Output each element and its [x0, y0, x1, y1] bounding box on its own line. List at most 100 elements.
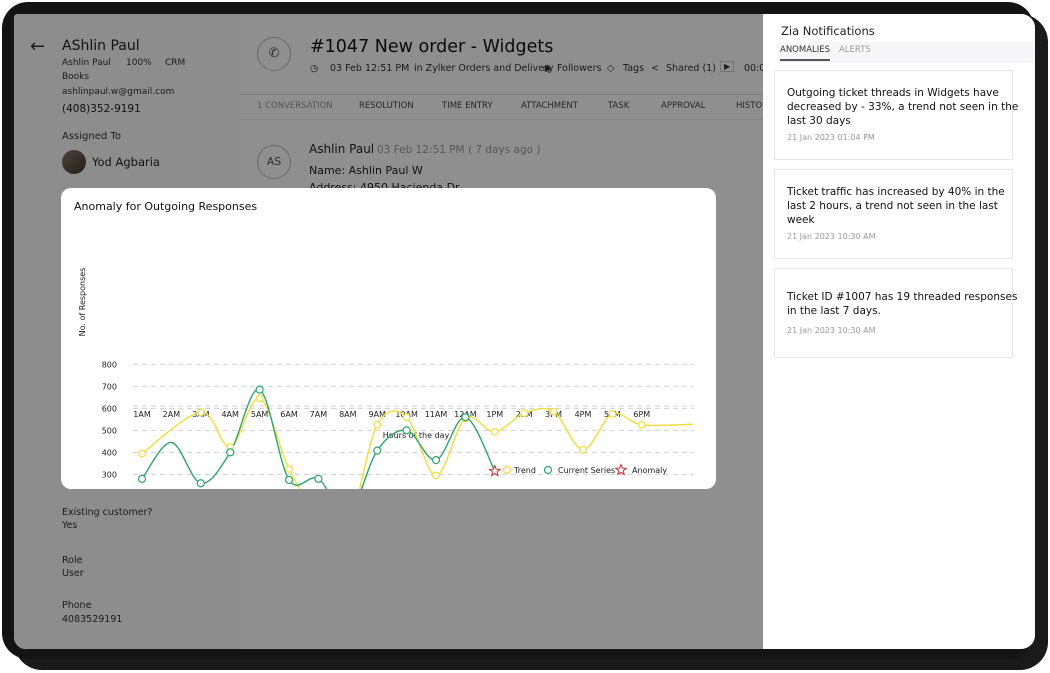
modal-title: Anomaly for Outgoing Responses [74, 200, 258, 213]
anomaly-star-marker [488, 464, 502, 477]
y-tick-label: 500 [102, 426, 117, 435]
x-tick-label: 1AM [133, 410, 151, 419]
notification-text: Ticket traffic has increased by 40% in t… [787, 186, 1005, 226]
x-tick-label: 5AM [251, 410, 269, 419]
trend-point [196, 408, 205, 417]
contact-phone[interactable]: (408)352-9191 [62, 103, 141, 115]
clock-icon: ◷ [310, 63, 319, 74]
trend-point [285, 465, 293, 473]
field-label: Phone [62, 600, 92, 611]
x-tick-label: 6AM [280, 410, 298, 419]
sender-avatar: AS [257, 145, 291, 179]
notification-date: 21 Jan 2023 10:30 AM [787, 232, 876, 241]
legend-anomaly-marker [614, 463, 628, 476]
play-icon[interactable]: ▶ [720, 61, 735, 72]
tab-conversation[interactable]: 1 CONVERSATION [257, 101, 333, 111]
y-tick-label: 700 [102, 382, 117, 391]
current-series-point [255, 385, 264, 394]
x-tick-label: 9AM [368, 410, 386, 419]
legend-trend-label: Trend [513, 466, 536, 475]
contact-name: AShlin Paul [62, 38, 140, 54]
notification-card[interactable] [774, 169, 1013, 259]
notification-text: Ticket ID #1007 has 19 threaded response… [787, 291, 1018, 317]
trend-point [579, 445, 587, 454]
assigned-to-label: Assigned To [62, 131, 121, 142]
trend-point [637, 420, 646, 429]
field-value: User [62, 568, 84, 579]
current-series-point [402, 426, 411, 435]
x-tick-label: 6PM [633, 410, 650, 419]
contact-meta-score: 100% [126, 58, 152, 68]
back-arrow-icon[interactable]: ← [30, 36, 46, 57]
field-value: 4083529191 [62, 614, 123, 625]
tags-button[interactable]: Tags [623, 63, 645, 74]
field-label: Existing customer? [62, 507, 153, 518]
sender-name: Ashlin Paul [309, 142, 375, 156]
current-series-point [431, 455, 441, 465]
current-series-point [373, 446, 382, 455]
current-series-point [196, 479, 205, 488]
field-label: Role [62, 555, 83, 566]
ticket-date: 03 Feb 12:51 PM [330, 63, 410, 74]
x-tick-label: 11AM [425, 410, 448, 419]
ticket-tabs: 1 CONVERSATION RESOLUTION TIME ENTRY ATT… [240, 94, 773, 120]
trend-point [255, 394, 264, 403]
trend-point [490, 427, 499, 436]
legend-current-series-marker [543, 465, 553, 475]
x-tick-label: 2AM [163, 410, 181, 419]
tab-anomalies[interactable]: ANOMALIES [780, 45, 831, 61]
books-link[interactable]: Books [62, 72, 90, 82]
share-icon: < [651, 63, 659, 74]
y-tick-label: 400 [102, 448, 117, 457]
x-tick-label: 4PM [575, 410, 592, 419]
followers-button[interactable]: Followers [557, 63, 602, 74]
tab-approval[interactable]: APPROVAL [661, 101, 706, 111]
x-tick-label: 1PM [486, 410, 503, 419]
notification-card[interactable] [774, 70, 1013, 160]
tab-task[interactable]: TASK [608, 101, 630, 111]
x-tick-label: 4AM [221, 410, 239, 419]
ticket-title: #1047 New order - Widgets [310, 37, 554, 57]
assignee-name[interactable]: Yod Agbaria [92, 155, 160, 169]
crm-link[interactable]: CRM [165, 58, 186, 68]
x-tick-label: 7AM [310, 410, 328, 419]
trend-point [373, 420, 382, 429]
y-tick-label: 600 [102, 404, 117, 413]
zia-title: Zia Notifications [781, 24, 875, 38]
message-time: 03 Feb 12:51 PM ( 7 days ago ) [377, 144, 541, 156]
y-axis-label: No. of Responses [78, 268, 87, 337]
x-tick-label: 8AM [339, 410, 357, 419]
y-tick-label: 800 [102, 360, 117, 369]
trend-point [402, 413, 411, 422]
contact-meta-name: Ashlin Paul [62, 58, 111, 68]
legend-current-series-label: Current Series [558, 466, 615, 475]
ticket-department[interactable]: in Zylker Orders and Delivery [414, 63, 554, 74]
trend-point [138, 449, 146, 458]
trend-point [549, 407, 558, 416]
trend-point [520, 409, 529, 418]
contact-email[interactable]: ashlinpaul.w@gmail.com [62, 87, 175, 97]
current-series-point [314, 474, 323, 483]
zia-notifications-panel: Zia Notifications ANOMALIES ALERTS Outgo… [763, 14, 1035, 649]
notification-date: 21 Jan 2023 10:30 AM [787, 326, 876, 335]
phone-call-icon[interactable]: ✆ [257, 37, 291, 71]
timer: 00:0 [744, 63, 766, 74]
tab-time-entry[interactable]: TIME ENTRY [442, 101, 493, 111]
anomaly-chart: 1002003004005006007008001AM2AM3AM4AM5AM6… [78, 268, 694, 489]
notification-text: Outgoing ticket threads in Widgets have … [787, 87, 1019, 127]
notification-card[interactable] [774, 268, 1013, 358]
legend-trend-marker [502, 465, 512, 475]
assignee-avatar [62, 150, 86, 174]
shared-button[interactable]: Shared (1) [666, 63, 716, 74]
tab-alerts[interactable]: ALERTS [839, 45, 871, 55]
tab-resolution[interactable]: RESOLUTION [359, 101, 414, 111]
tag-icon: ◇ [607, 63, 615, 74]
tab-attachment[interactable]: ATTACHMENT [521, 101, 578, 111]
tab-history[interactable]: HISTORY [736, 101, 773, 111]
message-line: Name: Ashlin Paul W [309, 164, 423, 177]
legend-anomaly-label: Anomaly [632, 466, 667, 475]
notification-date: 21 Jan 2023 01:04 PM [787, 133, 875, 142]
trend-point [432, 471, 440, 480]
anomaly-chart-modal: Anomaly for Outgoing Responses 100200300… [61, 188, 716, 489]
trend-point [608, 409, 617, 418]
